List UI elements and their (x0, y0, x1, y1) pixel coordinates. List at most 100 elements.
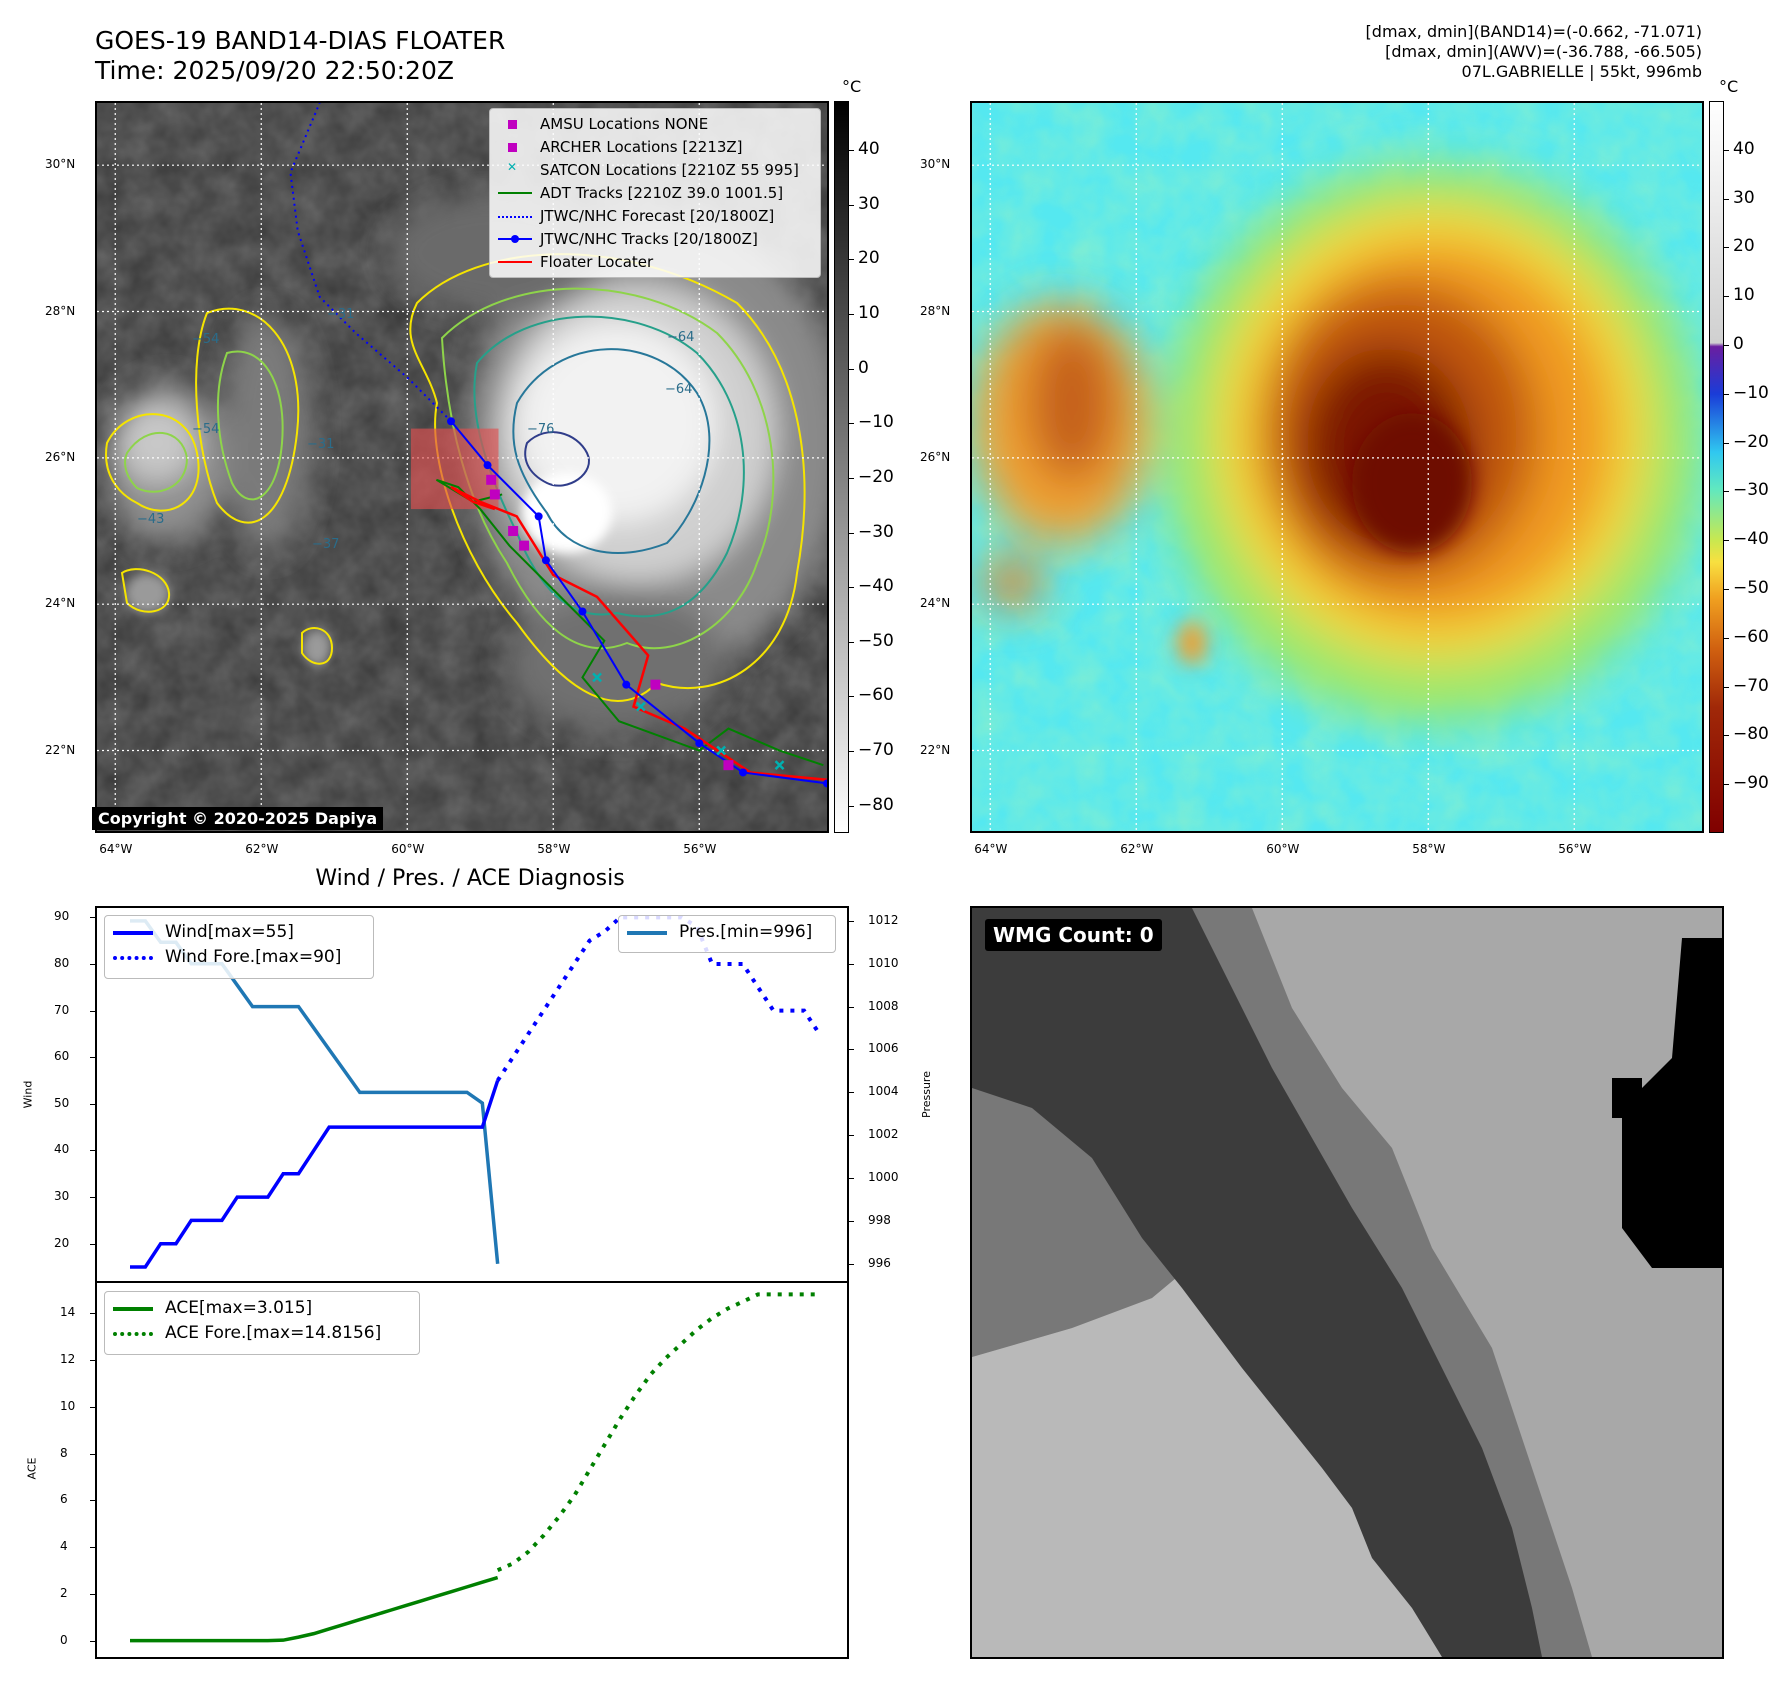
archer-point-4 (650, 679, 661, 690)
pressure-tick-5: 1002 (868, 1127, 899, 1142)
wind-tick-line-4 (90, 1103, 95, 1105)
legPres-label-0: Pres.[min=996] (679, 922, 813, 942)
bw-colorbar (834, 101, 849, 833)
lat-tick-right-0: 30°N (920, 157, 951, 172)
ir-band14-image: −64 −64 −76 −54 −54 −43 −31 −31 −37 (97, 103, 827, 831)
legWind-marker-0 (113, 931, 153, 935)
copyright-badge: Copyright © 2020-2025 Dapiya (92, 807, 384, 830)
legend-marker-1 (508, 143, 517, 152)
legWind-marker-1 (113, 956, 153, 960)
contour-label-4: −54 (192, 422, 219, 437)
color-tick-line-11 (1724, 686, 1729, 688)
legend-label-0: AMSU Locations NONE (540, 115, 709, 133)
color-tick-5: −10 (1733, 382, 1769, 403)
bw-tick-6: −20 (858, 466, 894, 487)
ace-tick-2: 10 (60, 1398, 76, 1413)
pressure-tick-6: 1000 (868, 1170, 899, 1185)
bw-tick-1: 30 (858, 193, 880, 214)
pressure-tick-line-7 (849, 1220, 854, 1222)
pressure-tick-line-3 (849, 1049, 854, 1051)
title-satellite: GOES-19 BAND14-DIAS FLOATER (95, 26, 506, 55)
bw-colorbar-unit: °C (842, 77, 862, 96)
bw-tick-8: −40 (858, 576, 894, 597)
color-tick-1: 30 (1733, 187, 1755, 208)
color-colorbar (1709, 101, 1724, 833)
jtwc-point-8 (447, 417, 456, 426)
lat-tick-right-4: 22°N (920, 742, 951, 757)
awv-gridlines (972, 103, 1702, 831)
bw-tick-0: 40 (858, 139, 880, 160)
color-tick-line-8 (1724, 540, 1729, 542)
jtwc-forecast-line (289, 103, 452, 422)
contour-label-7: −31 (307, 437, 334, 452)
adt-track-line (435, 478, 824, 767)
satcon-point-2 (716, 745, 727, 756)
ace-tick-line-1 (90, 1360, 95, 1362)
contour-label-8: −37 (312, 537, 339, 552)
legend-label-1: ARCHER Locations [2213Z] (540, 138, 743, 156)
ace-axis-title: ACE (25, 1457, 39, 1480)
info-band14-range: [dmax, dmin](BAND14)=(-0.662, -71.071) (1365, 22, 1702, 41)
storm-tracks (289, 103, 827, 788)
jtwc-point-5 (541, 556, 550, 565)
jtwc-point-7 (483, 461, 492, 470)
ace-tick-line-5 (90, 1547, 95, 1549)
figure-info: [dmax, dmin](BAND14)=(-0.662, -71.071) [… (1366, 22, 1702, 82)
ace-tick-4: 6 (60, 1492, 68, 1507)
ace-tick-6: 2 (60, 1585, 68, 1600)
lat-tick-left-2: 26°N (45, 449, 76, 464)
pressure-tick-4: 1004 (868, 1084, 899, 1099)
floater-track-line (450, 486, 827, 782)
pressure-tick-1: 1010 (868, 955, 899, 970)
legAce-label-0: ACE[max=3.015] (165, 1298, 313, 1318)
ace-tick-7: 0 (60, 1632, 68, 1647)
legend-marker-4 (498, 216, 532, 218)
color-tick-line-9 (1724, 589, 1729, 590)
bw-tick-4: 0 (858, 357, 869, 378)
bw-tick-line-7 (849, 532, 854, 534)
lon-tick-right-2: 60°W (1266, 842, 1300, 856)
lon-tick-right-3: 58°W (1412, 842, 1446, 856)
color-tick-6: −20 (1733, 431, 1769, 452)
contour-label-3: −54 (192, 332, 219, 347)
awv-cells (1177, 413, 1472, 665)
pressure-tick-7: 998 (868, 1212, 891, 1227)
color-tick-line-0 (1724, 149, 1729, 151)
bw-tick-line-1 (849, 204, 854, 206)
jtwc-point-6 (534, 512, 543, 521)
legend-label-3: ADT Tracks [2210Z 39.0 1001.5] (540, 184, 784, 202)
archer-point-1 (489, 489, 500, 500)
wmg-region-black (1622, 938, 1722, 1268)
legend-marker-3 (498, 192, 532, 194)
info-awv-range: [dmax, dmin](AWV)=(-36.788, -66.505) (1385, 42, 1702, 61)
bw-tick-line-4 (849, 368, 854, 370)
wind-tick-2: 70 (54, 1002, 70, 1017)
bw-tick-11: −70 (858, 740, 894, 761)
satcon-point-3 (774, 760, 785, 771)
ace-tick-3: 8 (60, 1445, 68, 1460)
wmg-block-1 (1612, 1078, 1642, 1118)
pressure-legend: Pres.[min=996] (618, 915, 836, 953)
wind-tick-line-7 (90, 1243, 95, 1245)
lon-tick-left-1: 62°W (245, 842, 279, 856)
ace-legend: ACE[max=3.015] ACE Fore.[max=14.8156] (104, 1291, 420, 1355)
bw-tick-2: 20 (858, 248, 880, 269)
color-tick-line-7 (1724, 491, 1729, 493)
bw-tick-line-11 (849, 751, 854, 753)
legend-dot-5 (511, 235, 519, 243)
wind-tick-line-0 (90, 917, 95, 919)
archer-point-0 (486, 474, 497, 485)
awv-color-map (970, 101, 1704, 833)
wmg-image (972, 908, 1722, 1657)
legend-label-4: JTWC/NHC Forecast [20/1800Z] (540, 207, 775, 225)
pressure-tick-8: 996 (868, 1255, 891, 1270)
color-tick-12: −80 (1733, 724, 1769, 745)
bw-tick-line-9 (849, 641, 854, 643)
wind-axis-title: Wind (21, 1080, 35, 1109)
wmg-panel (970, 906, 1724, 1659)
pressure-tick-3: 1006 (868, 1041, 899, 1056)
legend-marker-0 (508, 120, 517, 129)
bw-tick-7: −30 (858, 521, 894, 542)
pressure-tick-line-0 (849, 920, 854, 922)
lon-tick-left-2: 60°W (391, 842, 425, 856)
